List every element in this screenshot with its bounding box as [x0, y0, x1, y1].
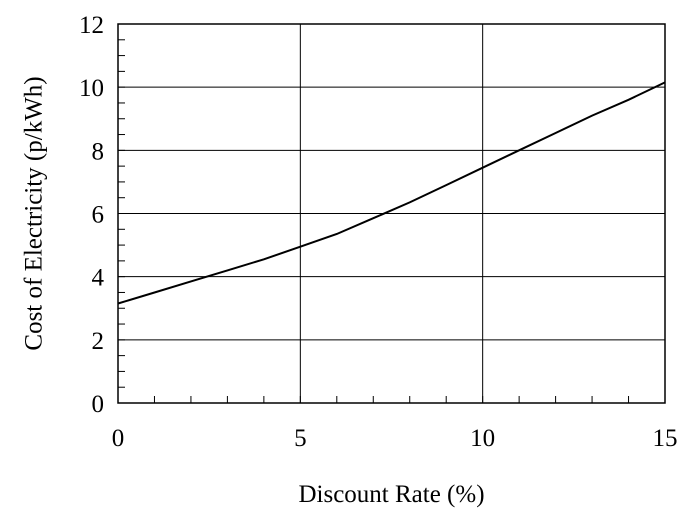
y-tick-label: 4	[92, 265, 105, 292]
x-tick-label: 10	[470, 425, 495, 452]
y-tick-labels: 0 2 4 6 8 10 12	[79, 12, 105, 418]
grid	[118, 24, 665, 403]
y-axis-title: Cost of Electricity (p/kWh)	[21, 76, 48, 350]
x-tick-label: 15	[653, 425, 678, 452]
y-tick-label: 8	[92, 138, 105, 165]
y-tick-label: 6	[92, 202, 105, 229]
y-tick-label: 12	[79, 12, 104, 39]
x-tick-label: 5	[294, 425, 307, 452]
x-tick-labels: 0 5 10 15	[112, 425, 678, 452]
series-line	[117, 81, 666, 305]
x-tick-label: 0	[112, 425, 125, 452]
x-axis-title: Discount Rate (%)	[298, 481, 484, 508]
y-tick-label: 0	[92, 391, 105, 418]
y-tick-label: 10	[79, 75, 104, 102]
plot-area-frame	[117, 23, 666, 404]
y-tick-label: 2	[92, 328, 105, 355]
